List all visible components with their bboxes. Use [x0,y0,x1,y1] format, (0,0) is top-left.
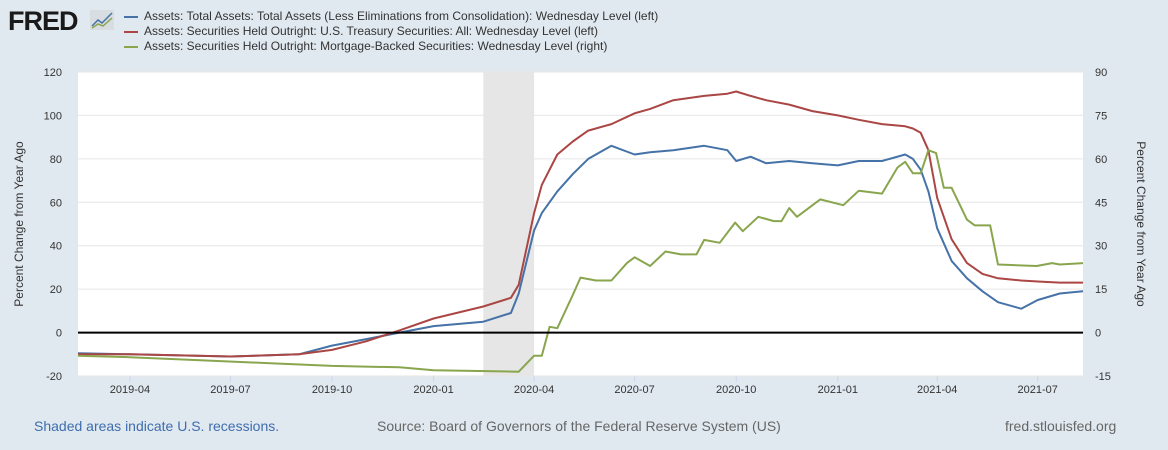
ytick-left: 0 [56,328,62,340]
recession-shade [483,72,535,376]
ytick-right: 15 [1095,284,1107,296]
legend-swatch [124,30,138,33]
xtick-label: 2019-04 [110,384,150,396]
legend: Assets: Total Assets: Total Assets (Less… [124,9,658,54]
ytick-right: -15 [1095,371,1111,383]
legend-swatch [124,45,138,48]
logo-text: FRED [8,6,78,36]
legend-label: Assets: Total Assets: Total Assets (Less… [144,9,659,23]
fred-logo[interactable]: FRED [8,6,78,37]
series-line-0 [77,144,1084,358]
xtick-label: 2019-07 [210,384,250,396]
ytick-right: 0 [1095,328,1101,340]
ytick-left: 100 [44,110,62,122]
ytick-left: 40 [50,241,62,253]
ytick-right: 45 [1095,197,1107,209]
legend-swatch [124,15,138,18]
ytick-left: -20 [46,371,62,383]
ytick-left: 120 [44,67,62,79]
logo-graph-icon [90,10,114,30]
site-link[interactable]: fred.stlouisfed.org [1005,418,1117,434]
xtick-label: 2019-10 [312,384,352,396]
ytick-right: 30 [1095,241,1107,253]
y-axis-label-left: Percent Change from Year Ago [12,141,26,307]
xtick-label: 2020-01 [413,384,453,396]
plot-area [78,72,1083,376]
recession-note[interactable]: Shaded areas indicate U.S. recessions. [34,418,280,434]
y-axis-label-right: Percent Change from Year Ago [1134,141,1148,307]
ytick-left: 60 [50,197,62,209]
xtick-label: 2020-07 [614,384,654,396]
source-note: Source: Board of Governors of the Federa… [377,418,781,434]
ytick-right: 75 [1095,110,1107,122]
ytick-left: 80 [50,154,62,166]
legend-item-total-assets[interactable]: Assets: Total Assets: Total Assets (Less… [124,9,658,24]
xtick-label: 2021-04 [917,384,957,396]
ytick-right: 90 [1095,67,1107,79]
xtick-label: 2021-01 [818,384,858,396]
xtick-label: 2020-10 [716,384,756,396]
legend-label: Assets: Securities Held Outright: U.S. T… [144,24,598,38]
legend-label: Assets: Securities Held Outright: Mortga… [144,39,608,53]
ytick-left: 20 [50,284,62,296]
chart-svg: -20 -15 0 0 20 15 40 30 60 45 80 60 100 75 120 90 2019-0… [12,67,1148,396]
series-line-2 [77,149,1084,373]
xtick-label: 2020-04 [514,384,554,396]
xtick-label: 2021-07 [1018,384,1058,396]
series-line-1 [78,90,1083,358]
legend-item-mbs[interactable]: Assets: Securities Held Outright: Mortga… [124,39,658,54]
legend-item-treasury[interactable]: Assets: Securities Held Outright: U.S. T… [124,24,658,39]
ytick-right: 60 [1095,154,1107,166]
